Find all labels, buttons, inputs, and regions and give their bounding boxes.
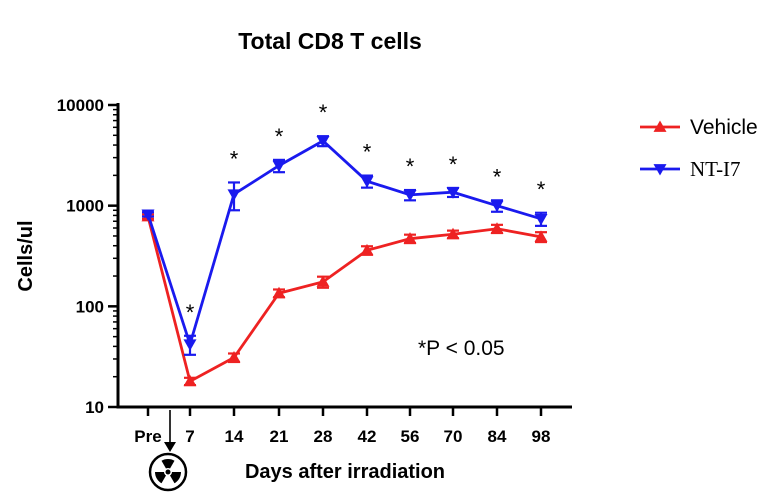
x-tick-label: 70 [444,427,463,446]
series-layer [141,135,548,387]
series-nt-i7 [141,135,548,356]
significance-star: * [537,177,546,202]
x-axis-label: Days after irradiation [245,461,445,483]
x-tick-label: 14 [225,427,244,446]
data-point [403,189,417,202]
data-point [227,189,241,201]
series-vehicle [141,210,548,387]
data-point [446,227,460,240]
significance-star: * [449,152,458,177]
data-point [360,243,374,256]
significance-star: * [363,140,372,165]
data-point [403,232,417,244]
data-point [272,160,286,173]
y-tick-label: 1000 [66,197,104,216]
series-line [146,216,542,384]
significance-star: * [319,100,328,125]
data-point [490,200,504,213]
radiation-icon [148,452,188,492]
data-point [316,136,330,148]
data-point [316,275,330,287]
data-point [227,351,241,363]
legend-entry: NT-I7 [640,157,741,181]
x-tick-label: Pre [134,427,161,446]
y-tick-label: 10000 [57,96,104,115]
significance-annotation: *P < 0.05 [418,337,505,360]
data-point [490,222,504,234]
legend-marker [653,120,667,132]
chart-title: Total CD8 T cells [238,28,422,54]
data-point [446,187,460,199]
x-tick-label: 28 [314,427,333,446]
data-point [534,230,548,242]
x-tick-label: 7 [185,427,194,446]
legend-entry: Vehicle [640,116,758,139]
legend-label: Vehicle [690,116,758,139]
significance-star: * [230,146,239,171]
legend-label: NT-I7 [690,157,741,181]
irradiation-arrow-head [164,442,176,452]
significance-marks: * * * * * * * * * [186,100,546,325]
data-point [272,286,286,299]
legend: Vehicle NT-I7 [640,116,758,181]
series-line [146,139,542,350]
significance-star: * [493,164,502,189]
y-tick-label: 10 [85,398,104,417]
y-axis-label: Cells/ul [15,220,37,291]
data-point [183,339,197,351]
x-ticks: Pre 7 14 21 28 42 56 70 84 98 [134,407,550,446]
data-point [360,176,374,188]
y-ticks: 10 100 1000 10000 [57,96,118,417]
legend-marker [653,164,667,176]
data-point [183,374,197,387]
x-tick-label: 84 [488,427,507,446]
x-tick-label: 21 [270,427,289,446]
data-point [534,213,548,226]
significance-star: * [275,124,284,149]
x-tick-label: 42 [358,427,377,446]
x-tick-label: 98 [532,427,551,446]
significance-star: * [406,154,415,179]
irradiation-marker [148,410,188,492]
y-tick-label: 100 [76,297,104,316]
significance-star: * [186,300,195,325]
x-tick-label: 56 [401,427,420,446]
data-point [141,209,155,221]
